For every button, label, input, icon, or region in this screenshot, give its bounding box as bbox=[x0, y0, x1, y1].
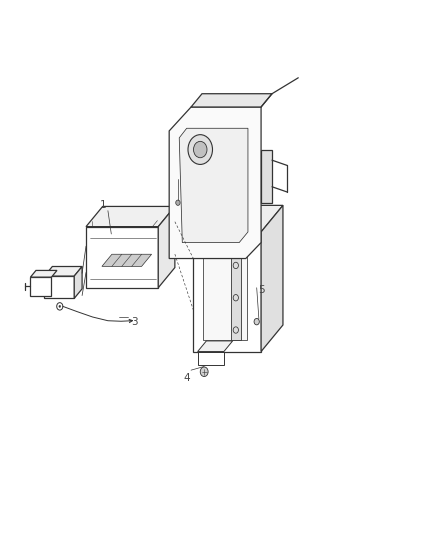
Polygon shape bbox=[169, 107, 261, 259]
Polygon shape bbox=[86, 206, 174, 227]
Text: 5: 5 bbox=[257, 286, 264, 295]
Polygon shape bbox=[261, 205, 283, 352]
Text: 4: 4 bbox=[183, 373, 190, 383]
Polygon shape bbox=[102, 254, 151, 266]
Text: 1: 1 bbox=[100, 200, 106, 211]
Polygon shape bbox=[44, 276, 74, 298]
Circle shape bbox=[193, 141, 206, 158]
Circle shape bbox=[187, 135, 212, 165]
Polygon shape bbox=[86, 227, 158, 288]
Polygon shape bbox=[230, 250, 241, 340]
Polygon shape bbox=[191, 94, 272, 107]
Circle shape bbox=[200, 367, 208, 376]
Polygon shape bbox=[179, 128, 247, 243]
Circle shape bbox=[254, 318, 259, 325]
Polygon shape bbox=[193, 205, 283, 232]
Polygon shape bbox=[197, 352, 223, 365]
Text: 3: 3 bbox=[131, 317, 137, 327]
Polygon shape bbox=[44, 266, 82, 276]
Circle shape bbox=[175, 200, 180, 205]
Polygon shape bbox=[202, 244, 246, 340]
Polygon shape bbox=[261, 150, 272, 203]
Polygon shape bbox=[30, 277, 51, 296]
Circle shape bbox=[59, 305, 60, 308]
Polygon shape bbox=[193, 232, 261, 352]
Polygon shape bbox=[197, 341, 232, 352]
Polygon shape bbox=[158, 206, 174, 288]
Polygon shape bbox=[74, 266, 82, 298]
Polygon shape bbox=[30, 270, 57, 277]
